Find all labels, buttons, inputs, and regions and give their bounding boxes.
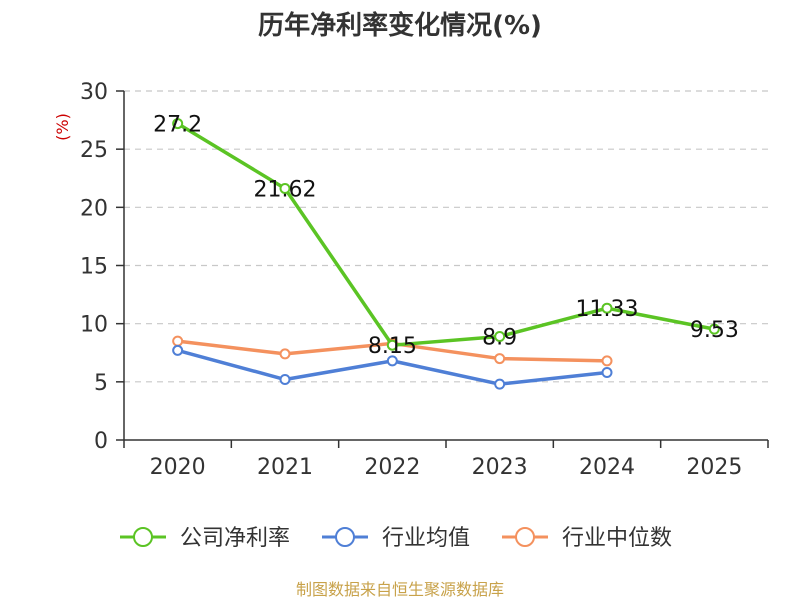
- point-0-2024: [601, 302, 613, 314]
- data-label-2020: 27.2: [153, 113, 202, 138]
- series-line-0: [176, 122, 715, 347]
- legend-marker-1: [335, 527, 355, 547]
- grid-lines: [124, 90, 768, 383]
- data-label-2024: 11.33: [576, 297, 639, 322]
- y-tick-label-25: 25: [80, 138, 108, 163]
- point-0-2021: [279, 182, 291, 194]
- legend-marker-2: [515, 527, 535, 547]
- x-tick-label-2025: 2025: [686, 455, 742, 480]
- point-1-2022: [386, 355, 398, 367]
- data-label-2022: 8.15: [368, 334, 417, 359]
- point-1-2024: [601, 367, 613, 379]
- y-tick-label-20: 20: [80, 196, 108, 221]
- series-lines: [172, 118, 720, 390]
- data-labels: 27.2 21.62 8.15 8.9 11.33 9.53: [153, 113, 739, 360]
- point-1-2021: [279, 374, 291, 386]
- point-2-2024: [601, 355, 613, 367]
- point-2-2023: [494, 353, 506, 365]
- point-1-2023: [494, 378, 506, 390]
- data-label-2025: 9.53: [690, 318, 739, 343]
- y-tick-label-10: 10: [80, 313, 108, 338]
- axes: [116, 90, 769, 448]
- y-axis-unit: (%): [53, 113, 72, 141]
- x-tick-label-2020: 2020: [150, 455, 206, 480]
- point-0-2023: [494, 330, 506, 342]
- y-tick-label-15: 15: [80, 255, 108, 280]
- source-note: 制图数据来自恒生聚源数据库: [296, 580, 504, 599]
- x-tick-label-2022: 2022: [364, 455, 420, 480]
- point-2-2020: [172, 335, 184, 347]
- y-tick-label-5: 5: [94, 371, 108, 396]
- legend: 公司净利率 行业均值 行业中位数: [120, 526, 672, 551]
- point-0-2025: [708, 323, 720, 335]
- chart-title: 历年净利率变化情况(%): [258, 10, 542, 41]
- data-label-2021: 21.62: [254, 177, 317, 202]
- x-tick-label-2023: 2023: [472, 455, 528, 480]
- data-label-2023: 8.9: [482, 325, 517, 350]
- legend-label-2: 行业中位数: [562, 526, 672, 551]
- legend-label-1: 行业均值: [382, 526, 470, 551]
- point-2-2021: [279, 348, 291, 360]
- point-0-2022: [386, 339, 398, 351]
- point-1-2020: [172, 344, 184, 356]
- y-tick-label-0: 0: [94, 429, 108, 454]
- point-0-2020: [172, 118, 184, 130]
- x-tick-label-2021: 2021: [257, 455, 313, 480]
- y-tick-label-30: 30: [80, 80, 108, 105]
- legend-label-0: 公司净利率: [180, 526, 290, 551]
- x-tick-label-2024: 2024: [579, 455, 635, 480]
- legend-marker-0: [133, 527, 153, 547]
